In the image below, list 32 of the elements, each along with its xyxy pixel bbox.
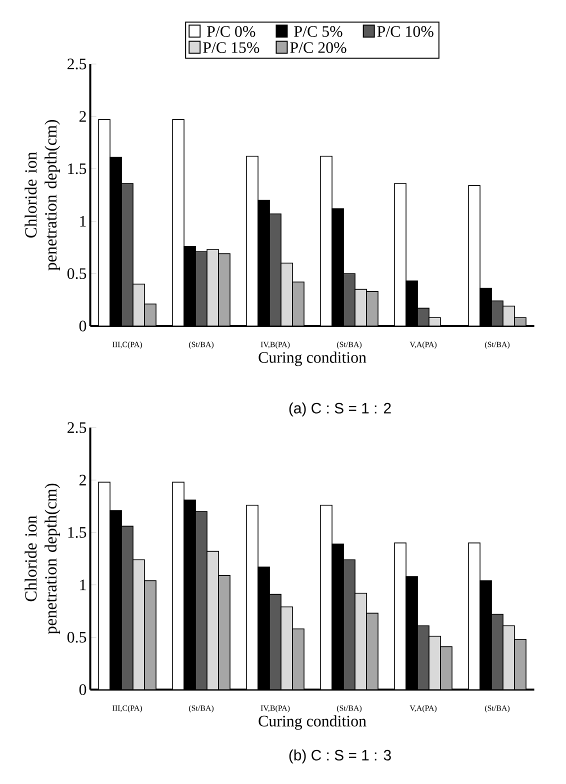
y-tick-label: 1.5: [68, 163, 86, 174]
bar: [354, 592, 367, 690]
bar: [428, 636, 441, 690]
y-axis-title: Chloride ion penetration depth(cm): [24, 484, 60, 634]
bar: [280, 262, 293, 326]
y-tick-label: 2.5: [68, 58, 86, 70]
bar: [354, 288, 367, 326]
bar: [206, 249, 219, 326]
y-tick-label: 1: [80, 216, 86, 226]
text: (a) C : S = 1 : 2: [289, 402, 391, 416]
legend-label: P/C 5%: [294, 26, 342, 37]
legend-label: P/C 10%: [377, 26, 434, 37]
y-tick-label: 0: [79, 320, 86, 332]
bar: [502, 625, 515, 690]
y-axis-title: Chloride ion penetration depth(cm): [24, 120, 60, 270]
bar: [280, 606, 293, 690]
y-tick-label: 0: [79, 684, 86, 696]
legend-label: P/C 15%: [203, 42, 260, 53]
y-tick-label: 2: [79, 111, 86, 122]
y-tick-label: 2.5: [68, 422, 86, 434]
bar: [206, 550, 219, 690]
x-axis-title: Curing condition: [258, 352, 366, 366]
y-tick-label: 1: [80, 580, 86, 590]
y-tick-label: 0.5: [67, 632, 86, 643]
y-tick-label: 1.5: [68, 527, 86, 538]
legend-label: P/C 0%: [207, 26, 256, 37]
legend-label: P/C 20%: [290, 42, 346, 53]
y-tick-label: 2: [79, 474, 86, 486]
x-axis-title: Curing condition: [258, 715, 366, 730]
y-tick-label: 0.5: [67, 268, 86, 280]
bar: [132, 559, 145, 690]
text: (b) C : S = 1 : 3: [289, 750, 391, 764]
